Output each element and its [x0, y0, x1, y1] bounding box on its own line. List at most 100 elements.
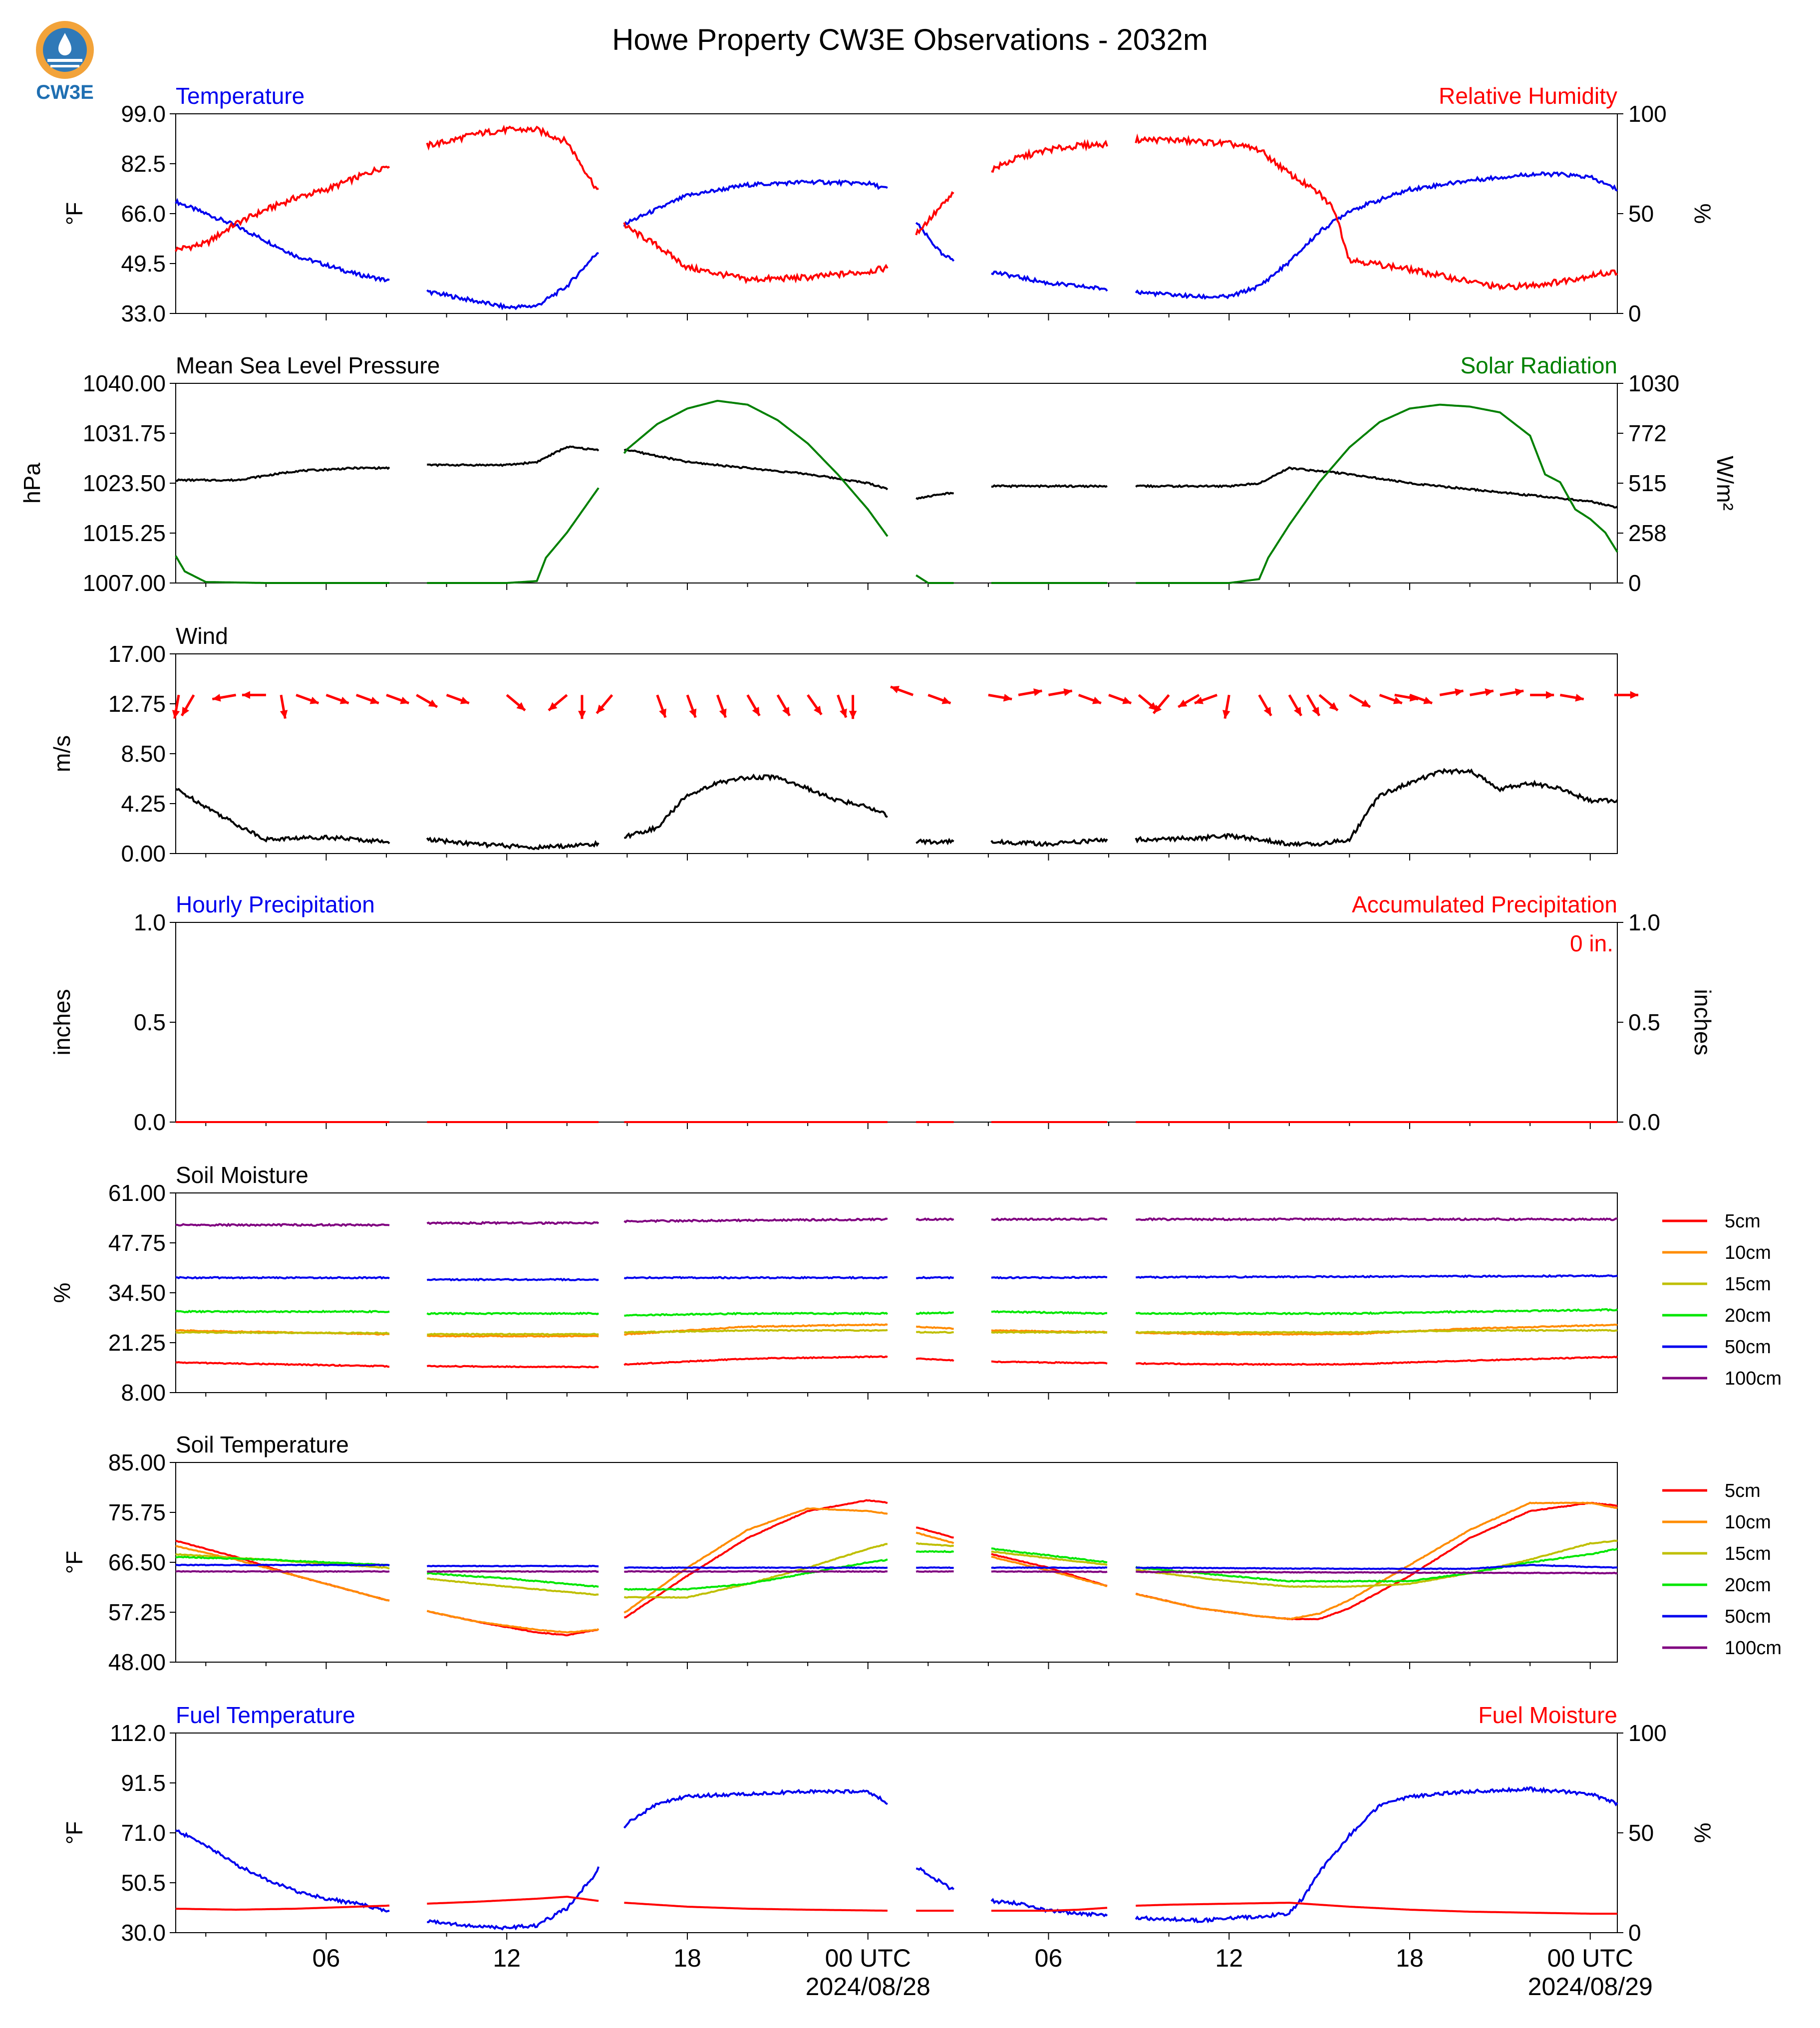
wind-arrow-head [839, 708, 847, 718]
y-axis-label: hPa [19, 463, 45, 504]
panel-soil_moisture: Soil Moisture 8.00 21.25 34.50 47.75 61.00% 5c… [49, 1162, 1782, 1406]
y-tick-label: 1040.00 [83, 370, 166, 396]
y-tick-label: 49.5 [121, 251, 166, 277]
wind-arrow-head [1293, 706, 1301, 716]
y-tick-label: 1031.75 [83, 420, 166, 446]
wind-arrow-head [549, 702, 558, 711]
y-tick-label: 99.0 [121, 101, 166, 127]
wind-arrow-head [1312, 706, 1319, 716]
y-tick-label-right: 0 [1628, 570, 1641, 596]
y-tick-label: 91.5 [121, 1770, 166, 1796]
legend-label: 50cm [1725, 1606, 1771, 1627]
wind-arrow-head [1575, 694, 1584, 702]
plot-frame [175, 653, 1618, 854]
accumulated-precip-annotation: 0 in. [1570, 930, 1613, 956]
wind-arrow-head [309, 696, 319, 704]
panel-title-right: Relative Humidity [1439, 83, 1617, 109]
y-tick-label: 47.75 [108, 1230, 166, 1256]
y-axis-label-right: % [1690, 204, 1716, 224]
y-tick-label: 1007.00 [83, 570, 166, 596]
y-axis-label: °F [61, 202, 87, 226]
series-line [175, 124, 1618, 291]
legend-label: 10cm [1725, 1512, 1771, 1533]
x-tick-date-label: 2024/08/28 [806, 1973, 930, 2001]
plot-frame [175, 922, 1618, 1123]
x-tick-label: 00 UTC [825, 1944, 911, 1972]
wind-arrow-head [782, 706, 790, 716]
series-line-5cm [175, 1355, 1618, 1369]
y-tick-label: 0.0 [134, 1109, 166, 1135]
series-line-100cm [176, 1217, 1618, 1227]
x-tick-label: 06 [1035, 1944, 1063, 1972]
y-tick-label-right: 0.5 [1628, 1009, 1660, 1035]
wind-arrow-head [1003, 694, 1012, 702]
series-line [175, 1786, 1618, 1931]
legend-label: 10cm [1725, 1242, 1771, 1263]
wind-arrow-head [1195, 696, 1204, 704]
y-tick-label: 30.0 [121, 1920, 166, 1946]
y-tick-label: 1015.25 [83, 520, 166, 546]
y-tick-label: 12.75 [108, 691, 166, 717]
y-axis-label-right: W/m² [1712, 456, 1738, 511]
plot-frame [175, 1462, 1618, 1663]
wind-arrow-head [597, 704, 605, 714]
legend-label: 100cm [1725, 1638, 1782, 1659]
wind-arrow-head [400, 696, 409, 704]
y-tick-label: 17.00 [108, 641, 166, 667]
y-axis-label: °F [61, 1551, 87, 1574]
wind-arrow-head [891, 686, 900, 693]
y-tick-label-right: 50 [1628, 1820, 1654, 1846]
series-line-50cm [175, 1274, 1618, 1282]
wind-arrow-head [280, 710, 288, 719]
panel-temp_rh: Temperature Relative Humidity 33.0 49.5 66.0… [61, 83, 1716, 326]
x-tick-label: 06 [312, 1944, 340, 1972]
y-tick-label: 85.00 [108, 1449, 166, 1475]
series-line [176, 445, 1618, 509]
series-line-100cm [175, 1570, 1618, 1575]
y-tick-label-right: 50 [1628, 201, 1654, 227]
plot-frame [175, 113, 1618, 314]
wind-arrow-head [1545, 691, 1554, 699]
wind-arrow-head [1263, 706, 1271, 716]
panel-title-left: Mean Sea Level Pressure [176, 352, 440, 378]
figure-title: Howe Property CW3E Observations - 2032m [612, 23, 1208, 56]
y-tick-label: 0.5 [134, 1009, 166, 1035]
wind-arrow-head [941, 696, 951, 704]
wind-arrow-head [1630, 691, 1638, 699]
y-tick-label-right: 1.0 [1628, 909, 1660, 935]
y-tick-label-right: 0.0 [1628, 1109, 1660, 1135]
panel-title-left: Wind [176, 623, 228, 649]
wind-arrow-head [339, 696, 349, 704]
panel-fuel: Fuel Temperature Fuel Moisture 30.0 50.5 71.… [61, 1702, 1716, 1946]
wind-arrow-head [1222, 710, 1230, 719]
wind-arrow-head [1393, 696, 1402, 704]
y-tick-label: 1.0 [134, 909, 166, 935]
wind-arrow-head [1515, 688, 1524, 696]
y-tick-label: 112.0 [110, 1720, 166, 1746]
wind-arrow-head [689, 708, 697, 718]
series-line-15cm [176, 1329, 1618, 1336]
y-axis-label: m/s [49, 735, 75, 772]
series-line-50cm [175, 1563, 1618, 1570]
panels: Temperature Relative Humidity 33.0 49.5 66.0… [19, 83, 1782, 2001]
y-tick-label: 50.5 [121, 1870, 166, 1896]
y-tick-label: 61.00 [108, 1180, 166, 1206]
panel-pressure_solar: Mean Sea Level Pressure Solar Radiation 10… [19, 352, 1738, 596]
logo-drop [58, 33, 71, 55]
wind-arrow-head [172, 710, 180, 719]
plot-frame [175, 1733, 1618, 1933]
series-line [175, 399, 1618, 584]
wind-arrow-head [813, 705, 822, 715]
y-tick-label-right: 0 [1628, 1920, 1641, 1946]
x-tick-label: 12 [1215, 1944, 1243, 1972]
series-line-10cm [175, 1323, 1618, 1338]
y-tick-label: 21.25 [108, 1330, 166, 1356]
y-tick-label: 8.00 [121, 1380, 166, 1406]
wind-arrow-head [428, 699, 437, 707]
wind-arrow-head [1361, 699, 1370, 707]
wind-arrow-head [719, 708, 727, 718]
wind-arrow-head [242, 691, 251, 699]
wind-arrow-head [1178, 699, 1188, 707]
panel-title-right: Fuel Moisture [1478, 1702, 1617, 1728]
